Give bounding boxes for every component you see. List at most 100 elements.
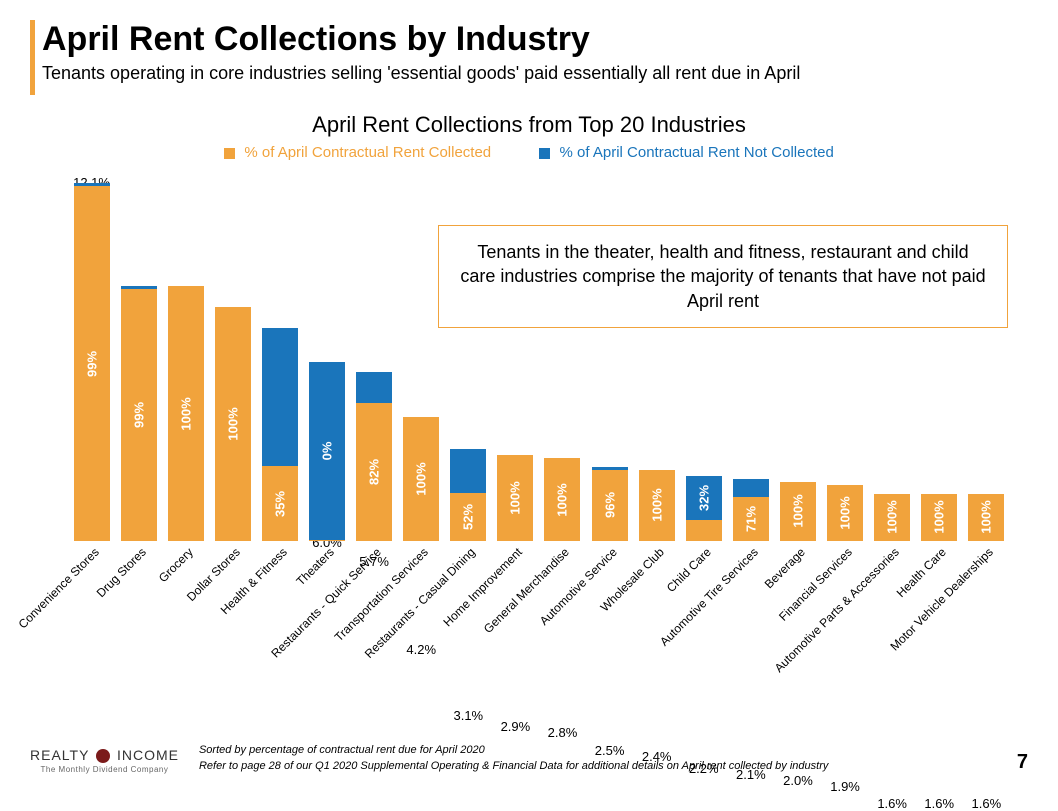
bar-collected-label: 100%: [225, 407, 240, 440]
bar-weight-label: 3.1%: [453, 708, 483, 723]
bar-segment-collected: 100%: [544, 458, 580, 541]
bar-segment-collected: 100%: [639, 470, 675, 541]
bar-collected-label: 100%: [414, 462, 429, 495]
bar-segment-collected: 100%: [780, 482, 816, 541]
bar-segment-collected: 100%: [168, 286, 204, 541]
legend-not-collected: % of April Contractual Rent Not Collecte…: [539, 144, 833, 161]
bar-stack: 32%: [686, 476, 722, 541]
logo-right: INCOME: [117, 747, 179, 763]
bar-segment-collected: 96%: [592, 470, 628, 541]
bar-stack: 52%: [450, 449, 486, 541]
bar-stack: 100%: [968, 494, 1004, 541]
bar-group: 2.0%100%: [776, 482, 819, 541]
title-block: April Rent Collections by Industry Tenan…: [42, 20, 1028, 84]
bar-segment-not-collected: [450, 449, 486, 493]
bar-segment-collected: 100%: [215, 307, 251, 541]
logo-mark-icon: [96, 749, 110, 763]
bar-segment-collected: 100%: [403, 417, 439, 541]
legend-not-collected-label: % of April Contractual Rent Not Collecte…: [560, 144, 834, 161]
bar-segment-collected: 100%: [497, 455, 533, 541]
bar-collected-label: 100%: [979, 501, 994, 534]
chart-title: April Rent Collections from Top 20 Indus…: [30, 112, 1028, 138]
bar-collected-label: 99%: [131, 402, 146, 428]
footnote-line: Sorted by percentage of contractual rent…: [199, 743, 828, 758]
bar-stack: 100%: [639, 470, 675, 541]
bar-segment-not-collected: 32%: [686, 476, 722, 520]
page-subtitle: Tenants operating in core industries sel…: [42, 63, 1028, 84]
bar-collected-label: 32%: [696, 485, 711, 511]
bar-stack: 100%: [874, 494, 910, 541]
bar-collected-label: 100%: [932, 501, 947, 534]
bar-stack: 100%: [544, 458, 580, 541]
bar-segment-collected: 82%: [356, 403, 392, 541]
x-axis-label: Drug Stores: [117, 545, 160, 675]
slide-root: April Rent Collections by Industry Tenan…: [0, 0, 1058, 790]
bar-stack: 100%: [780, 482, 816, 541]
x-axis-labels: Convenience StoresDrug StoresGroceryDoll…: [70, 545, 1008, 675]
bar-stack: 100%: [497, 455, 533, 541]
bar-collected-label: 100%: [885, 501, 900, 534]
bar-segment-collected: 35%: [262, 466, 298, 541]
slide-footer: REALTY INCOME The Monthly Dividend Compa…: [30, 743, 1028, 774]
bar-weight-label: 1.6%: [877, 796, 907, 811]
bar-group: 4.2%100%: [400, 417, 443, 541]
bar-group: 2.5%96%: [588, 467, 631, 541]
logo-block: REALTY INCOME The Monthly Dividend Compa…: [30, 747, 179, 774]
bar-group: 2.1%71%: [729, 479, 772, 541]
legend-swatch-not-collected: [539, 148, 550, 159]
bar-collected-label: 52%: [461, 504, 476, 530]
bar-segment-collected: 99%: [121, 289, 157, 541]
bar-stack: 100%: [827, 485, 863, 541]
callout-box: Tenants in the theater, health and fitne…: [438, 225, 1008, 328]
bar-collected-label: 82%: [367, 459, 382, 485]
x-axis-label: Motor Vehicle Dealerships: [965, 545, 1008, 675]
bar-group: 2.9%100%: [494, 455, 537, 541]
bar-segment-collected: 100%: [874, 494, 910, 541]
bar-weight-label: 1.9%: [830, 779, 860, 794]
x-axis-label: Wholesale Club: [635, 545, 678, 675]
legend-swatch-collected: [224, 148, 235, 159]
bar-segment-not-collected: [262, 328, 298, 467]
x-axis-label: Automotive Parts & Accessories: [871, 545, 914, 675]
bar-group: 6.0%0%: [305, 362, 348, 541]
footnotes: Sorted by percentage of contractual rent…: [199, 743, 828, 774]
bar-stack: 0%: [309, 362, 345, 541]
bar-stack: 100%: [168, 286, 204, 541]
bar-weight-label: 2.8%: [548, 725, 578, 740]
bar-stack: 100%: [403, 417, 439, 541]
bar-segment-not-collected: [356, 372, 392, 402]
bar-group: 2.8%100%: [541, 458, 584, 541]
bar-segment-collected: 71%: [733, 497, 769, 541]
bar-stack: 82%: [356, 372, 392, 541]
bar-group: 3.1%52%: [447, 449, 490, 541]
legend-collected-label: % of April Contractual Rent Collected: [244, 144, 491, 161]
bar-collected-label: 71%: [743, 506, 758, 532]
bar-segment-collected: [686, 520, 722, 541]
x-axis-label: Automotive Tire Services: [729, 545, 772, 675]
bar-collected-label: 96%: [602, 492, 617, 518]
bar-group: 1.6%100%: [871, 494, 914, 541]
bar-collected-label: 100%: [790, 495, 805, 528]
bar-collected-label: 100%: [649, 489, 664, 522]
bar-group: 7.2%35%: [258, 328, 301, 541]
page-title: April Rent Collections by Industry: [42, 20, 1028, 59]
bar-weight-label: 1.6%: [924, 796, 954, 811]
bar-weight-label: 1.6%: [972, 796, 1002, 811]
bar-group: 1.9%100%: [824, 485, 867, 541]
bar-group: 1.6%100%: [918, 494, 961, 541]
bar-collected-label: 0%: [320, 442, 335, 461]
logo-tagline: The Monthly Dividend Company: [30, 765, 179, 774]
bar-stack: 100%: [215, 307, 251, 541]
bar-segment-not-collected: 0%: [309, 362, 345, 540]
chart-legend: % of April Contractual Rent Collected % …: [30, 144, 1028, 161]
bar-group: 1.6%100%: [965, 494, 1008, 541]
bar-stack: 99%: [74, 183, 110, 541]
bar-group: 2.2%32%: [682, 476, 725, 541]
legend-collected: % of April Contractual Rent Collected: [224, 144, 495, 161]
bar-stack: 71%: [733, 479, 769, 541]
x-axis-label: Grocery: [164, 545, 207, 675]
bar-segment-collected: 100%: [827, 485, 863, 541]
bar-group: 8.6%100%: [164, 286, 207, 541]
bar-group: 7.9%100%: [211, 307, 254, 541]
bar-collected-label: 100%: [178, 397, 193, 430]
